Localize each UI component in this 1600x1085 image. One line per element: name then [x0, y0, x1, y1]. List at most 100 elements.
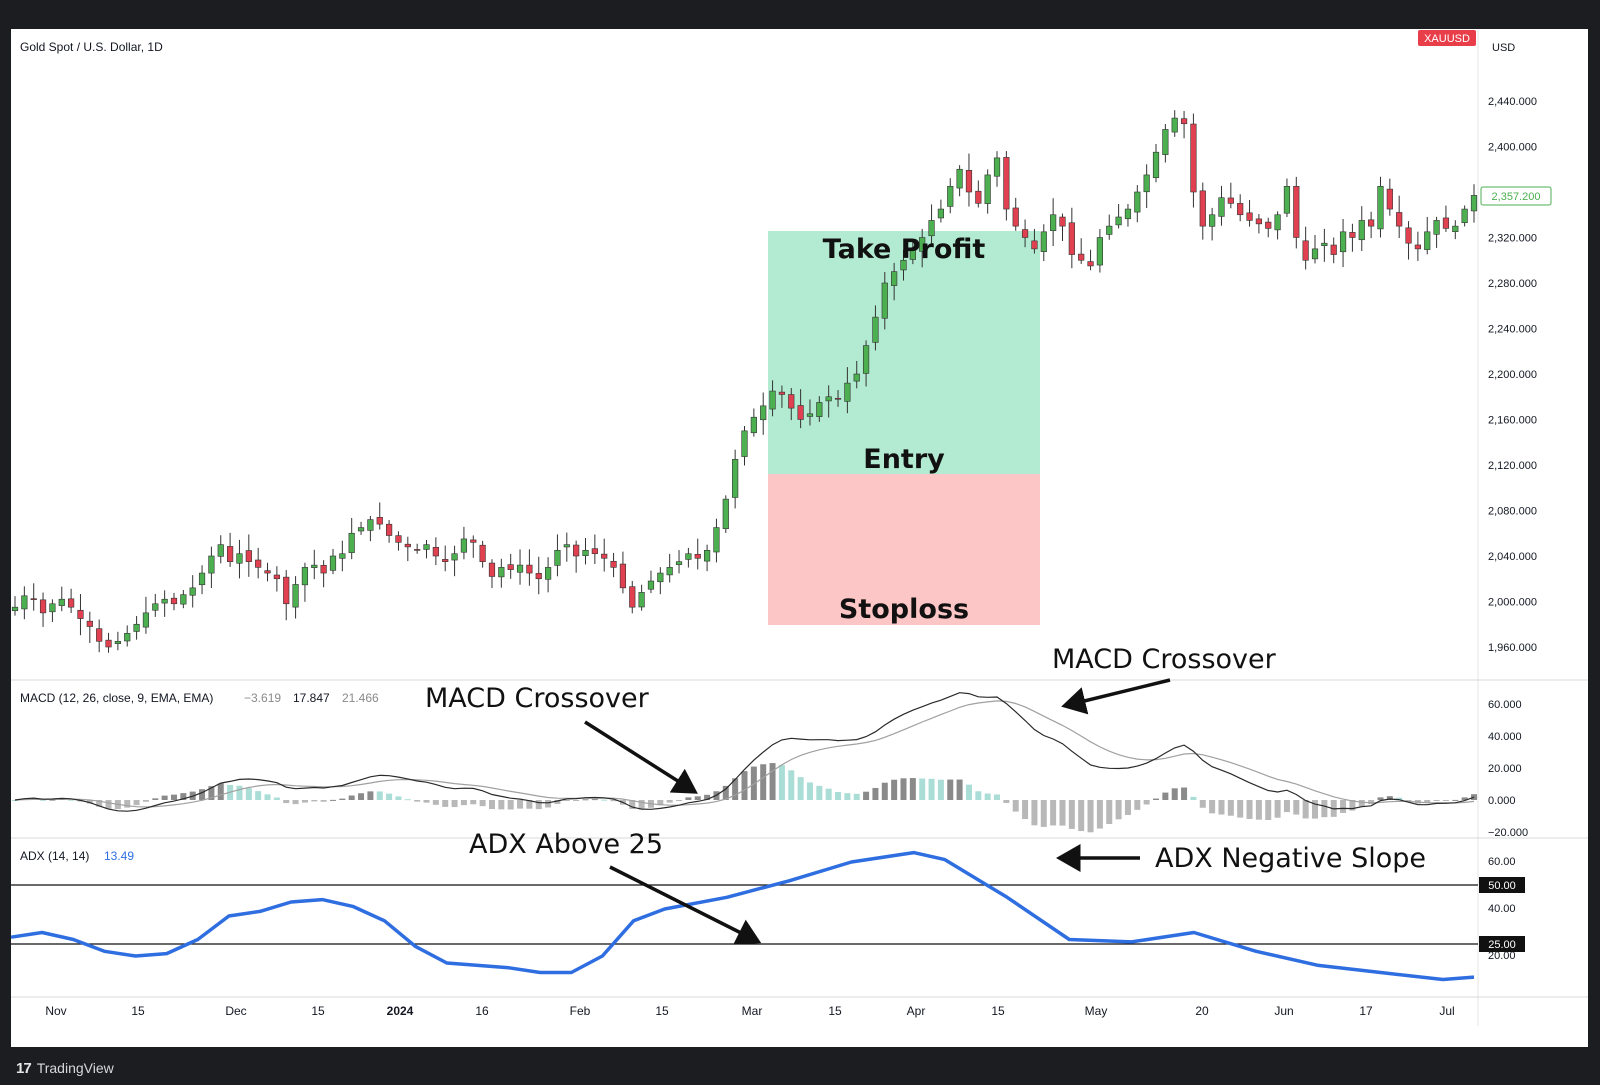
macd-histogram-bar	[1209, 800, 1216, 814]
macd-histogram-bar	[881, 782, 888, 800]
macd-histogram-bar	[1134, 800, 1141, 810]
macd-histogram-bar	[853, 793, 860, 800]
macd-histogram-bar	[694, 796, 701, 800]
candle-body	[685, 553, 692, 560]
candle-body	[1143, 174, 1150, 193]
candle-body	[741, 430, 748, 457]
footer-brand[interactable]: TradingView	[36, 1060, 114, 1076]
candle-body	[1274, 214, 1281, 231]
macd-histogram-bar	[741, 771, 748, 800]
candle-body	[638, 592, 645, 608]
time-tick-label: 15	[311, 1004, 325, 1018]
macd-histogram-bar	[676, 800, 683, 801]
candle-body	[1330, 244, 1337, 255]
macd-histogram-bar	[152, 798, 159, 800]
candle-body	[170, 597, 178, 605]
macd-histogram-bar	[601, 799, 608, 801]
macd-histogram-bar	[1181, 787, 1188, 800]
candle-body	[133, 623, 140, 632]
stoploss-zone	[768, 474, 1040, 625]
macd-histogram-bar	[1302, 800, 1309, 819]
macd-histogram-bar	[1312, 800, 1319, 819]
entry-label: Entry	[863, 444, 945, 475]
macd-line	[14, 692, 1475, 812]
candle-body	[1368, 219, 1375, 227]
macd-histogram-bar	[1442, 800, 1449, 801]
candle-body	[301, 567, 309, 586]
macd-histogram-bar	[517, 800, 524, 809]
candle-body	[1237, 203, 1244, 216]
candle-body	[862, 345, 870, 374]
candle-body	[1227, 197, 1234, 204]
candle-body	[526, 564, 533, 574]
macd-histogram-bar	[732, 778, 739, 800]
candle-body	[264, 570, 271, 574]
macd-tick-label: −20.000	[1488, 827, 1528, 839]
candle-body	[937, 208, 945, 219]
candle-body	[750, 416, 757, 434]
macd-histogram-bar	[1386, 796, 1393, 800]
candle-body	[816, 402, 823, 417]
macd-histogram-bar	[685, 797, 692, 800]
candle-body	[488, 562, 496, 577]
adx-axis[interactable]: 60.00 40.00 20.00	[1488, 856, 1516, 962]
macd-histogram-bar	[301, 800, 308, 803]
macd-histogram-bar	[264, 794, 271, 800]
macd-histogram-bar	[1012, 800, 1019, 812]
candle-body	[965, 169, 973, 193]
macd-histogram-bar	[1265, 800, 1272, 820]
candle-body	[339, 553, 346, 559]
macd-histogram-bar	[105, 800, 112, 809]
candle-body	[198, 572, 206, 586]
candle-body	[58, 598, 65, 606]
adx-line	[10, 850, 1475, 982]
candle-body	[601, 553, 608, 559]
macd-histogram-bar	[479, 800, 486, 807]
candle-body	[236, 553, 243, 564]
adx-above-25-label: ADX Above 25	[469, 829, 663, 860]
macd-histogram-bar	[142, 800, 149, 802]
price-tick-label: 2,440.000	[1488, 96, 1537, 108]
candle-body	[1040, 231, 1047, 252]
candle-body	[1255, 218, 1262, 225]
macd-histogram-bar	[919, 778, 926, 800]
currency-label[interactable]: USD	[1492, 42, 1515, 54]
candle-body	[694, 553, 701, 559]
macd-crossover-2-arrow	[1061, 678, 1171, 715]
macd-histogram-bar	[488, 800, 495, 810]
footer: 17 TradingView	[16, 1056, 114, 1080]
macd-value-1: −3.619	[244, 691, 281, 705]
macd-histogram-bar	[535, 800, 542, 810]
time-tick-label: 2024	[387, 1004, 414, 1018]
macd-histogram-bar	[1246, 800, 1253, 819]
price-axis[interactable]: 2,440.0002,400.0002,360.0002,320.0002,28…	[1488, 96, 1537, 654]
candle-body	[451, 553, 458, 561]
time-tick-label: Nov	[45, 1004, 66, 1018]
macd-crossover-1-label: MACD Crossover	[425, 683, 650, 714]
macd-histogram-bar	[460, 800, 467, 806]
time-tick-label: 16	[475, 1004, 489, 1018]
macd-histogram-bar	[909, 778, 916, 800]
macd-histogram-bar	[1171, 788, 1178, 800]
macd-histogram-bar	[180, 793, 187, 800]
candle-body	[834, 397, 842, 400]
macd-value-2: 17.847	[293, 691, 330, 705]
candle-body	[582, 550, 589, 556]
candle-body	[1180, 118, 1188, 125]
candle-body	[208, 555, 215, 574]
macd-axis[interactable]: 60.000 40.000 20.000 0.000 −20.000	[1488, 699, 1528, 839]
candle-body	[1414, 244, 1421, 250]
candle-body	[619, 563, 627, 589]
candle-body	[573, 544, 580, 557]
macd-histogram-bar	[750, 766, 757, 800]
macd-histogram-bar	[1293, 800, 1300, 815]
time-axis[interactable]: Nov 15 Dec 15 2024 16 Feb 15 Mar 15 Apr 15 May 20 Jun 1…	[45, 1004, 1454, 1018]
macd-histogram-bar	[358, 793, 365, 800]
macd-histogram-bar	[825, 788, 832, 800]
candle-body	[470, 539, 477, 543]
candle-body	[881, 282, 888, 319]
last-price-tag-bg	[1480, 186, 1552, 206]
candle-body	[825, 396, 832, 402]
macd-histogram-bar	[891, 779, 898, 800]
